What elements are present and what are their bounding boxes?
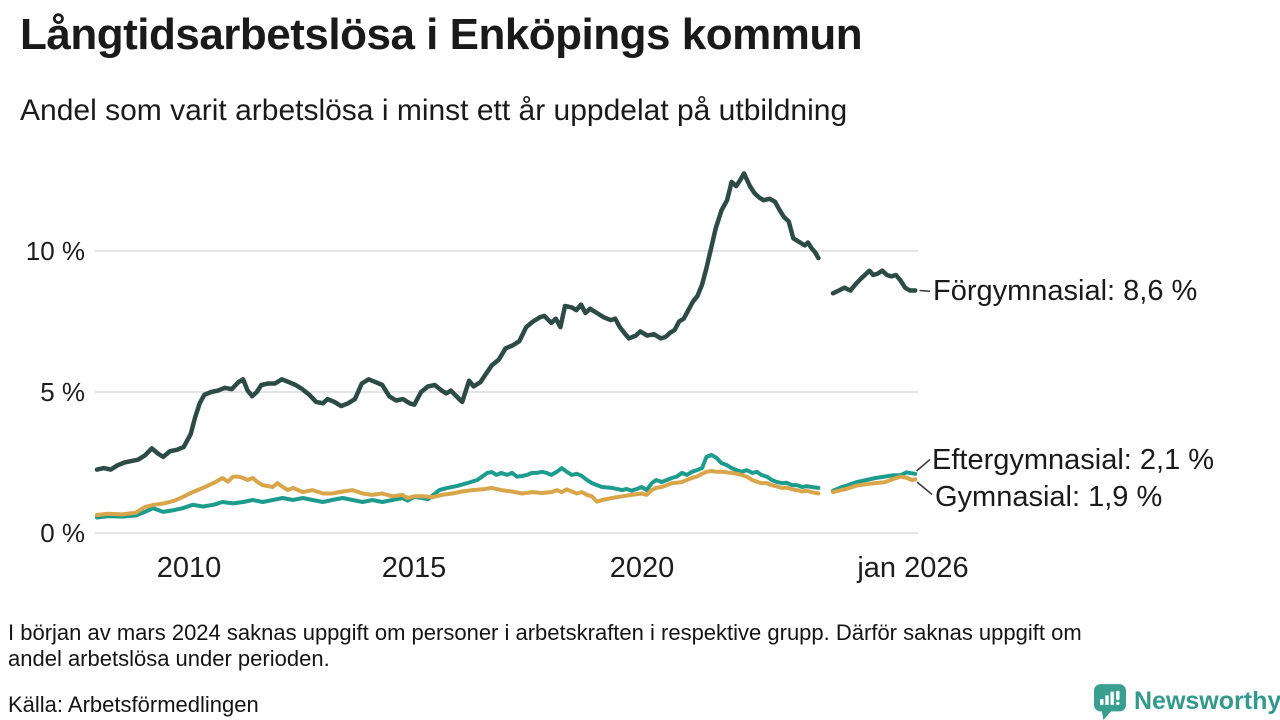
newsworthy-logo-icon [1094,684,1126,720]
page-title: Långtidsarbetslösa i Enköpings kommun [20,10,863,59]
source-note: Källa: Arbetsförmedlingen [8,692,259,717]
footnote-line-2: andel arbetslösa under perioden. [8,646,330,671]
y-axis-tick-label: 10 % [25,236,85,266]
series-end-label-gymnasial: Gymnasial: 1,9 % [935,481,1163,513]
x-axis-tick-label: 2020 [609,552,675,584]
footnote-line-1: I början av mars 2024 saknas uppgift om … [8,620,1082,645]
series-end-label-forgymnasial: Förgymnasial: 8,6 % [933,275,1198,307]
newsworthy-logo-text: Newsworthy [1134,687,1280,715]
x-axis-tick-label: 2010 [156,552,222,584]
x-axis-tick-label: jan 2026 [857,552,969,584]
y-axis-tick-label: 5 % [40,377,85,407]
y-axis-tick-label: 0 % [40,518,85,548]
x-axis-tick-label: 2015 [381,552,447,584]
newsworthy-logo: Newsworthy [1094,684,1280,720]
series-end-label-eftergymnasial: Eftergymnasial: 2,1 % [932,444,1215,476]
page-subtitle: Andel som varit arbetslösa i minst ett å… [20,94,848,127]
